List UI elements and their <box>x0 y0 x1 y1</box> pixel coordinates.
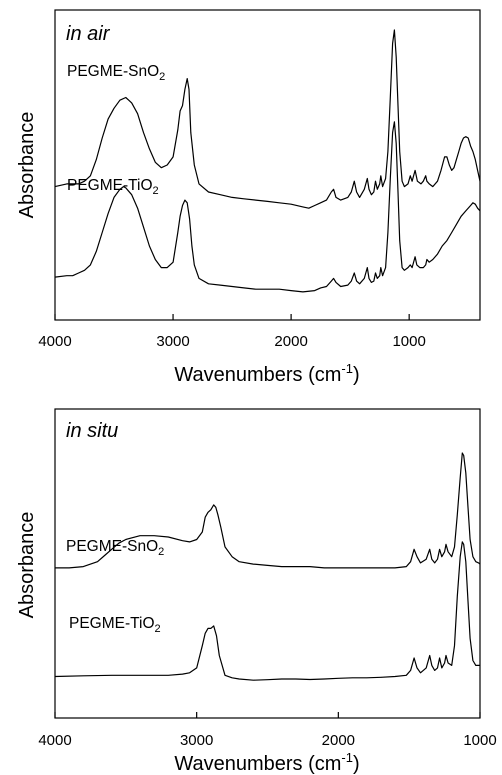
x-axis-title-bottom: Wavenumbers (cm-1) <box>174 750 359 775</box>
x-tick-label-bottom-4000: 4000 <box>38 732 71 749</box>
series-label-bottom-sno2: PEGME-SnO2 <box>66 538 164 558</box>
x-tick-label-bottom-1000: 1000 <box>463 732 496 749</box>
panel-top: in air PEGME-SnO2 PEGME-TiO2 4000 3000 200… <box>16 9 481 386</box>
x-ticks-bottom: 4000 3000 2000 1000 <box>38 712 497 749</box>
x-ticks-top: 4000 3000 2000 1000 <box>38 314 426 350</box>
series-label-top-tio2: PEGME-TiO2 <box>67 177 159 197</box>
panel-label-top: in air <box>66 23 111 45</box>
x-tick-label-bottom-3000: 3000 <box>180 732 213 749</box>
trace-bottom-sno2 <box>55 452 481 569</box>
x-tick-label-top-4000: 4000 <box>38 333 71 350</box>
series-label-bottom-tio2: PEGME-TiO2 <box>69 615 161 635</box>
y-axis-title-bottom: Absorbance <box>16 512 38 619</box>
y-axis-title-top: Absorbance <box>16 112 38 219</box>
x-axis-title-top: Wavenumbers (cm-1) <box>174 361 359 386</box>
x-tick-label-bottom-2000: 2000 <box>322 732 355 749</box>
x-tick-label-top-2000: 2000 <box>274 333 307 350</box>
series-label-top-sno2: PEGME-SnO2 <box>67 63 165 83</box>
trace-top-sno2 <box>54 29 481 209</box>
panel-label-bottom: in situ <box>66 420 118 442</box>
trace-top-tio2 <box>54 121 481 293</box>
trace-bottom-tio2 <box>54 541 480 681</box>
x-tick-label-top-3000: 3000 <box>156 333 189 350</box>
panel-bottom: in situ PEGME-SnO2 PEGME-TiO2 4000 3000 20… <box>16 408 497 775</box>
plot-frame-bottom <box>54 408 481 719</box>
plot-frame-top <box>54 9 481 321</box>
x-tick-label-top-1000: 1000 <box>392 333 425 350</box>
